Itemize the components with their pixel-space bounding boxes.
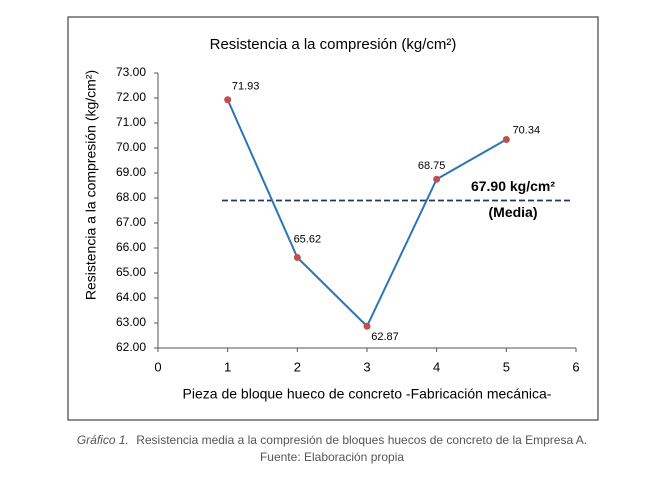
data-label: 65.62 <box>294 233 322 245</box>
x-tick-label: 3 <box>363 359 370 374</box>
y-tick-label: 65.00 <box>116 265 146 279</box>
caption-text: Resistencia media a la compresión de blo… <box>136 433 587 447</box>
data-point <box>363 322 371 330</box>
caption-label: Gráfico 1. <box>77 433 129 447</box>
mean-note: (Media) <box>489 204 538 220</box>
data-point <box>433 175 441 183</box>
x-tick-label: 0 <box>154 359 161 374</box>
data-label: 68.75 <box>418 160 446 172</box>
y-axis-label: Resistencia a la compresión (kg/cm²) <box>83 70 99 300</box>
caption-source: Fuente: Elaboración propia <box>260 450 404 464</box>
data-point <box>224 96 232 104</box>
data-label: 71.93 <box>232 81 260 93</box>
caption: Gráfico 1. Resistencia media a la compre… <box>77 433 587 447</box>
y-tick-label: 73.00 <box>116 65 146 79</box>
y-tick-label: 71.00 <box>116 115 146 129</box>
x-tick-label: 4 <box>433 359 440 374</box>
chart-title: Resistencia a la compresión (kg/cm²) <box>210 36 457 53</box>
x-tick-label: 2 <box>294 359 301 374</box>
chart-frame <box>67 16 599 421</box>
y-tick-label: 67.00 <box>116 215 146 229</box>
y-tick-label: 72.00 <box>116 90 146 104</box>
y-tick-label: 66.00 <box>116 240 146 254</box>
x-tick-label: 5 <box>503 359 510 374</box>
data-point <box>293 254 301 261</box>
y-tick-label: 70.00 <box>116 140 146 154</box>
y-tick-label: 63.00 <box>116 315 146 329</box>
y-tick-label: 68.00 <box>116 190 146 204</box>
y-tick-label: 64.00 <box>116 290 146 304</box>
y-tick-label: 69.00 <box>116 165 146 179</box>
x-tick-label: 1 <box>224 359 231 374</box>
data-label: 62.87 <box>371 331 399 343</box>
x-axis-label: Pieza de bloque hueco de concreto -Fabri… <box>183 386 552 402</box>
data-label: 70.34 <box>513 124 541 136</box>
y-tick-label: 62.00 <box>116 340 146 354</box>
mean-label: 67.90 kg/cm² <box>471 178 555 194</box>
data-point <box>502 136 510 143</box>
x-tick-label: 6 <box>572 359 579 374</box>
